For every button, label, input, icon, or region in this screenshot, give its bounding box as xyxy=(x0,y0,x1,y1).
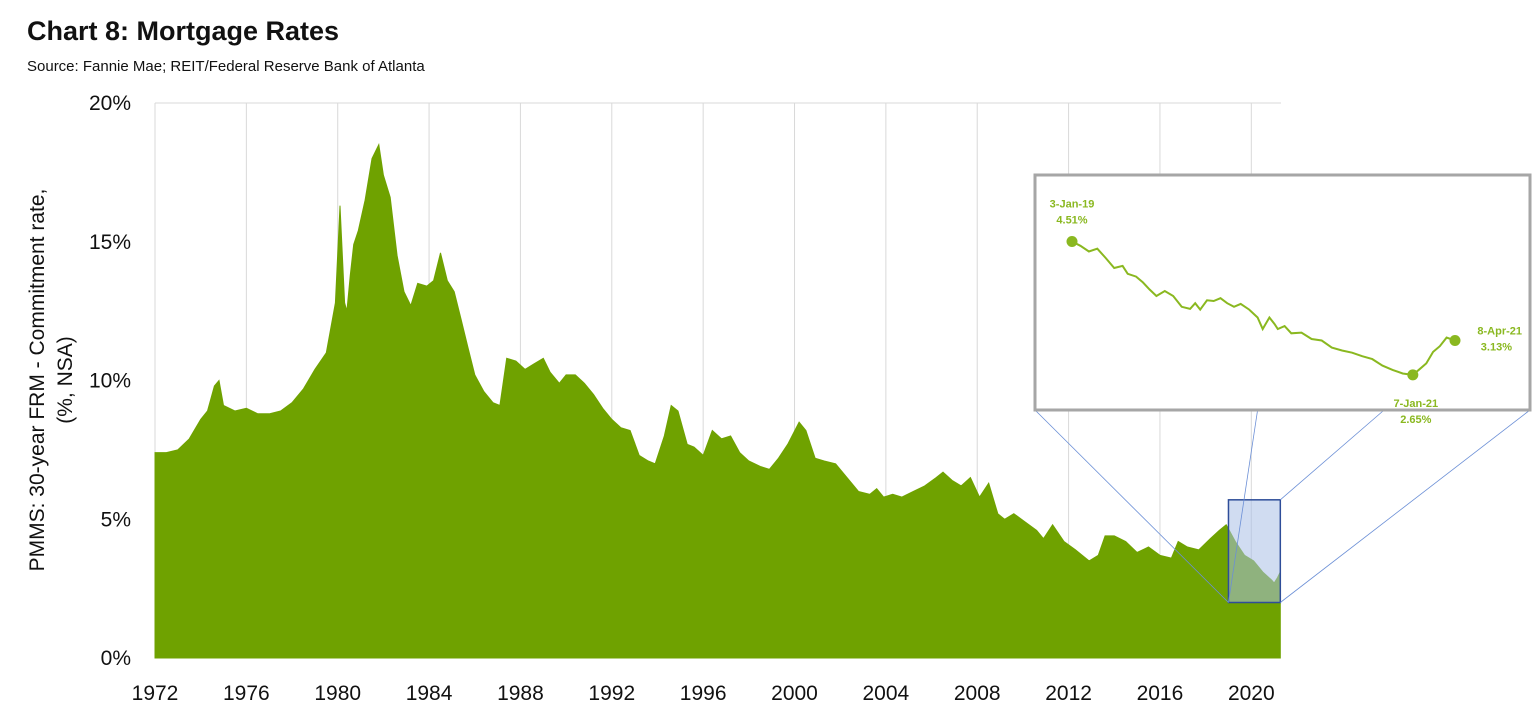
inset-start-value-label: 4.51% xyxy=(1056,214,1087,226)
inset-frame xyxy=(1033,173,1532,412)
inset-marker-min xyxy=(1407,369,1419,381)
x-tick-label: 2012 xyxy=(1045,682,1092,705)
zoom-connectors xyxy=(1034,409,1531,603)
x-tick-label: 1980 xyxy=(314,682,361,705)
x-tick-label: 1984 xyxy=(406,682,453,705)
rate-area xyxy=(154,142,1281,659)
x-tick-label: 1988 xyxy=(497,682,544,705)
x-tick-label: 2004 xyxy=(863,682,910,705)
connector-mid-left xyxy=(1228,409,1258,603)
x-tick-label: 1996 xyxy=(680,682,727,705)
y-tick-label: 15% xyxy=(89,231,131,254)
connector-mid-right xyxy=(1280,409,1385,501)
x-tick-label: 1976 xyxy=(223,682,270,705)
y-axis-title-line2: (%, NSA) xyxy=(54,336,77,424)
inset-line xyxy=(1071,240,1456,376)
connector-right-bottom xyxy=(1280,409,1531,603)
inset-panel: 3-Jan-19 4.51% 7-Jan-21 2.65% 8-Apr-21 3.13% xyxy=(1033,173,1532,426)
y-axis-title-line1: PMMS: 30-year FRM - Commitment rate, xyxy=(26,189,49,572)
highlight-box xyxy=(1227,499,1282,604)
x-tick-label: 2016 xyxy=(1137,682,1184,705)
inset-end-date-label: 8-Apr-21 xyxy=(1477,325,1522,337)
x-tick-label: 2020 xyxy=(1228,682,1275,705)
connector-left-bottom xyxy=(1034,409,1229,603)
chart-subtitle: Source: Fannie Mae; REIT/Federal Reserve… xyxy=(27,58,425,75)
inset-min-value-label: 2.65% xyxy=(1400,414,1431,426)
y-tick-label: 0% xyxy=(101,647,131,670)
y-axis: 0% 5% 10% 15% 20% xyxy=(89,92,131,670)
x-tick-label: 2008 xyxy=(954,682,1001,705)
inset-start-date-label: 3-Jan-19 xyxy=(1050,198,1095,210)
y-tick-label: 10% xyxy=(89,370,131,393)
x-tick-label: 2000 xyxy=(771,682,818,705)
y-tick-label: 5% xyxy=(101,508,131,531)
x-axis: 1972 1976 1980 1984 1988 1992 1996 2000 2004 2008… xyxy=(132,682,1275,705)
inset-marker-end xyxy=(1449,334,1461,346)
rate-area-series xyxy=(154,142,1281,659)
inset-marker-start xyxy=(1066,235,1078,247)
inset-min-date-label: 7-Jan-21 xyxy=(1393,398,1438,410)
y-tick-label: 20% xyxy=(89,92,131,115)
inset-end-value-label: 3.13% xyxy=(1481,341,1512,353)
x-tick-label: 1972 xyxy=(132,682,179,705)
chart-title: Chart 8: Mortgage Rates xyxy=(27,16,340,46)
x-tick-label: 1992 xyxy=(588,682,635,705)
zoom-highlight xyxy=(1227,499,1282,604)
